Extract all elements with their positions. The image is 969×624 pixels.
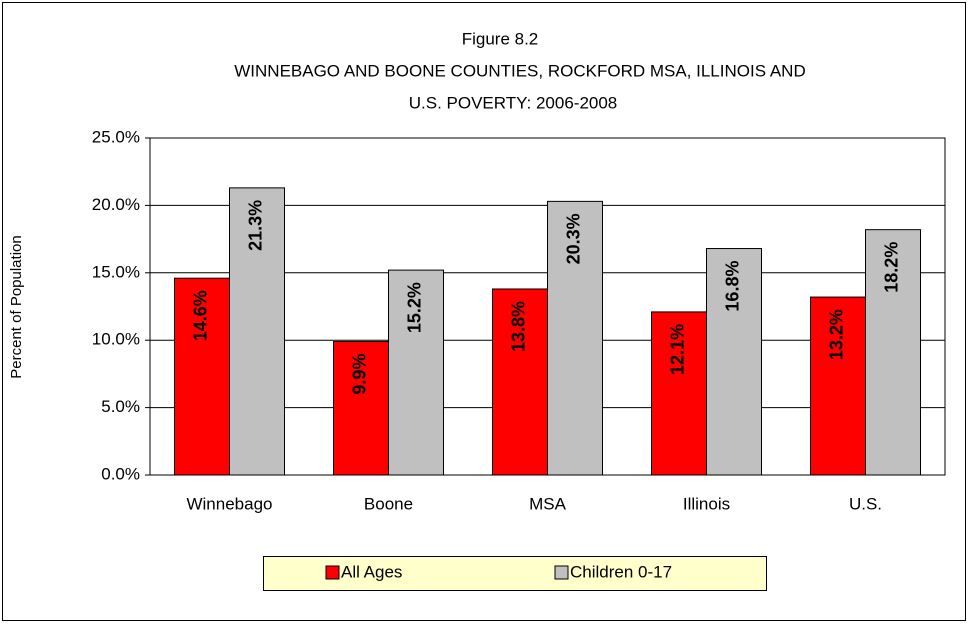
bar	[333, 341, 389, 476]
y-tick-label: 20.0%	[92, 195, 140, 214]
bar	[651, 311, 707, 476]
value-label: 12.1%	[668, 324, 688, 375]
chart-title: U.S. POVERTY: 2006-2008	[409, 93, 618, 112]
legend-swatch	[325, 565, 340, 580]
value-label: 14.6%	[191, 290, 211, 341]
y-tick-label: 15.0%	[92, 262, 140, 281]
legend-label: All Ages	[341, 562, 402, 581]
bar	[492, 288, 548, 476]
x-tick-label: MSA	[529, 494, 567, 513]
value-label: 13.8%	[509, 301, 529, 352]
y-tick-label: 10.0%	[92, 330, 140, 349]
legend-box	[263, 556, 767, 591]
bar	[388, 269, 444, 476]
y-tick-label: 5.0%	[101, 397, 140, 416]
value-label: 13.2%	[827, 309, 847, 360]
y-axis-label: Percent of Population	[8, 235, 25, 378]
value-label: 15.2%	[405, 282, 425, 333]
bar	[865, 229, 921, 476]
value-label: 21.3%	[246, 200, 266, 251]
x-tick-label: Illinois	[683, 494, 730, 513]
value-label: 16.8%	[723, 261, 743, 312]
x-tick-label: Boone	[364, 494, 413, 513]
chart-title: WINNEBAGO AND BOONE COUNTIES, ROCKFORD M…	[234, 61, 805, 80]
y-tick-label: 25.0%	[92, 127, 140, 146]
value-label: 9.9%	[350, 354, 370, 395]
x-tick-label: Winnebago	[186, 494, 272, 513]
value-label: 18.2%	[882, 242, 902, 293]
y-tick-label: 0.0%	[101, 464, 140, 483]
value-label: 20.3%	[564, 213, 584, 264]
chart-title: Figure 8.2	[462, 29, 539, 48]
bar	[706, 248, 762, 476]
bar	[229, 187, 285, 476]
x-tick-label: U.S.	[849, 494, 882, 513]
bar	[174, 277, 230, 476]
bar	[810, 296, 866, 476]
legend-swatch	[554, 565, 569, 580]
legend-label: Children 0-17	[570, 562, 672, 581]
bar	[547, 200, 603, 476]
